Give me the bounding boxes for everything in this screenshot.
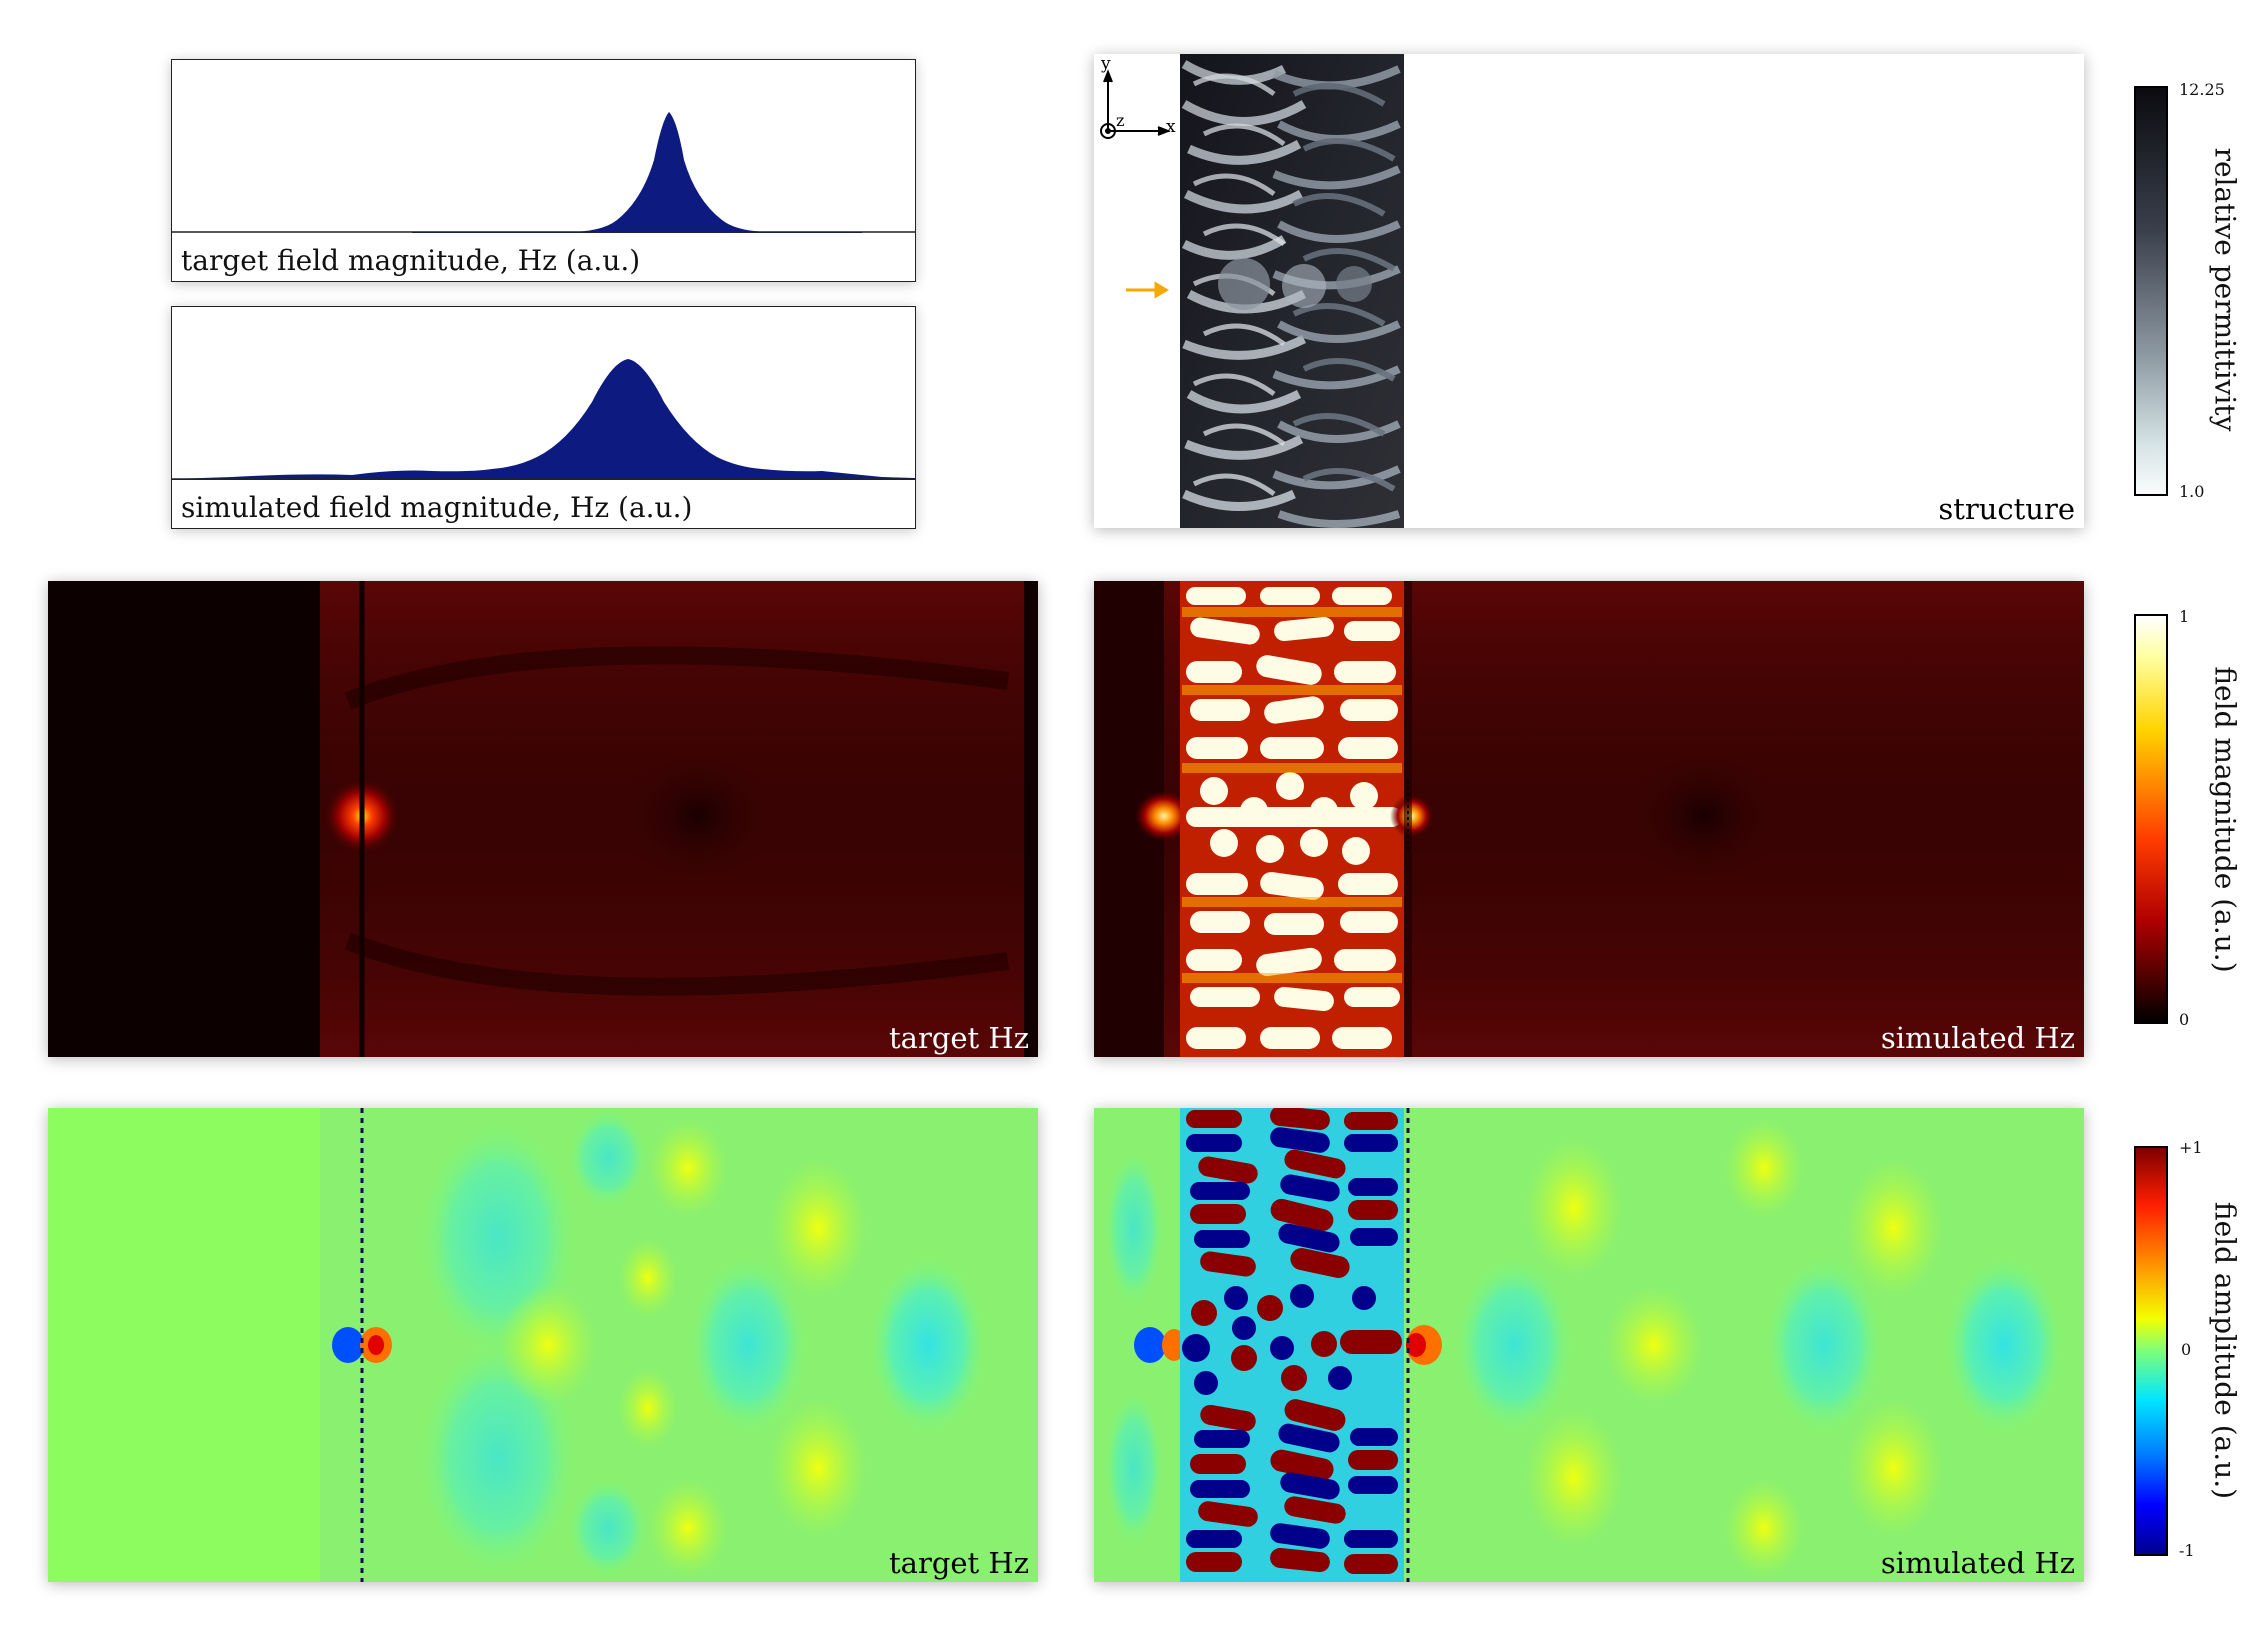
- structure-panel: y z x structure: [1094, 54, 2084, 528]
- target-amplitude-panel: target Hz: [48, 1108, 1038, 1582]
- amplitude-min-tick: -1: [2179, 1541, 2195, 1560]
- simulated-magnitude-panel: simulated Hz: [1094, 581, 2084, 1057]
- permittivity-title: relative permittivity: [2208, 147, 2242, 432]
- target-magnitude-map: [48, 581, 1038, 1057]
- simulated-magnitude-label: simulated Hz: [1880, 1021, 2075, 1055]
- permittivity-colorbar: [2134, 86, 2168, 496]
- target-magnitude-label: target Hz: [889, 1021, 1029, 1055]
- axis-y-label: y: [1101, 54, 1111, 74]
- structure-label: structure: [1938, 492, 2075, 526]
- target-amplitude-map: [48, 1108, 1038, 1582]
- target-profile-label: target field magnitude, Hz (a.u.): [181, 244, 641, 277]
- target-amplitude-label: target Hz: [889, 1546, 1029, 1580]
- simulated-magnitude-map: [1094, 581, 2084, 1057]
- simulated-amplitude-map: [1094, 1108, 2084, 1582]
- magnitude-title: field magnitude (a.u.): [2208, 666, 2242, 973]
- target-magnitude-panel: target Hz: [48, 581, 1038, 1057]
- amplitude-max-tick: +1: [2179, 1138, 2203, 1157]
- amplitude-colorbar: [2134, 1146, 2168, 1556]
- simulated-profile-plot: simulated field magnitude, Hz (a.u.): [171, 306, 916, 529]
- axis-z-label: z: [1116, 111, 1125, 130]
- amplitude-mid-tick: 0: [2181, 1340, 2192, 1359]
- target-profile-plot: target field magnitude, Hz (a.u.): [171, 59, 916, 282]
- magnitude-colorbar: [2134, 614, 2168, 1024]
- axis-x-label: x: [1166, 117, 1176, 137]
- permittivity-max-tick: 12.25: [2179, 80, 2225, 99]
- axis-triad: [1100, 69, 1171, 139]
- amplitude-title: field amplitude (a.u.): [2208, 1201, 2242, 1500]
- simulated-amplitude-label: simulated Hz: [1880, 1546, 2075, 1580]
- simulated-amplitude-panel: simulated Hz: [1094, 1108, 2084, 1582]
- simulated-profile-curve: [172, 359, 915, 480]
- permittivity-min-tick: 1.0: [2179, 482, 2205, 501]
- magnitude-max-tick: 1: [2179, 607, 2190, 626]
- simulated-profile-label: simulated field magnitude, Hz (a.u.): [181, 491, 693, 524]
- source-arrow: [1126, 281, 1169, 299]
- magnitude-min-tick: 0: [2179, 1010, 2190, 1029]
- target-profile-curve: [172, 112, 915, 233]
- structure-image: [1100, 54, 1404, 528]
